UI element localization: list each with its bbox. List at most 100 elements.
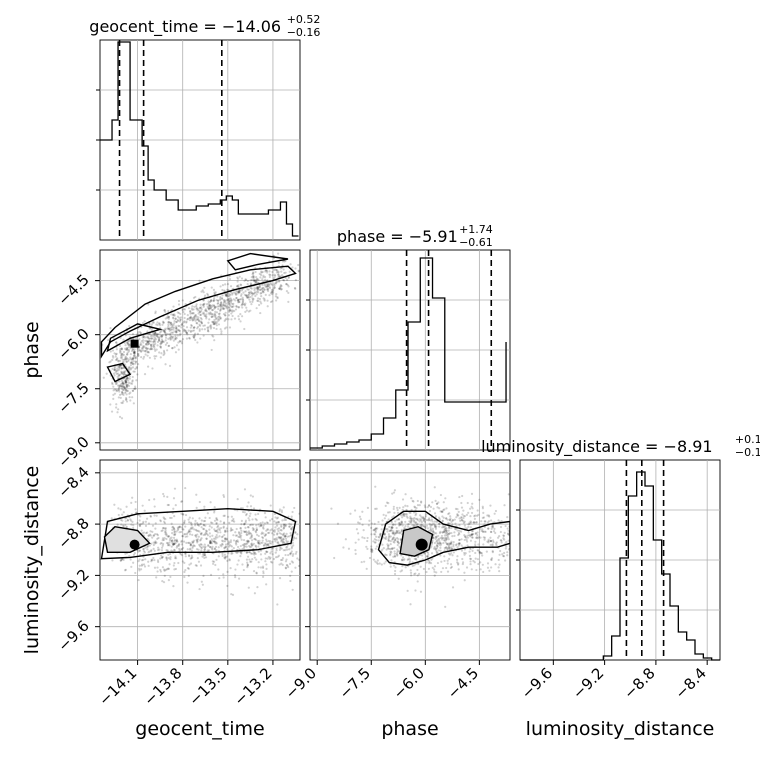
scatter-point <box>149 530 152 533</box>
scatter-point <box>408 520 411 523</box>
scatter-point <box>160 556 164 559</box>
scatter-point <box>376 562 379 565</box>
scatter-point <box>424 506 427 509</box>
scatter-point <box>396 543 399 547</box>
scatter-point <box>176 545 179 548</box>
scatter-point <box>465 538 468 541</box>
scatter-point <box>151 367 154 370</box>
scatter-point <box>515 552 517 554</box>
scatter-point <box>391 516 394 519</box>
scatter-point <box>447 529 450 532</box>
scatter-point <box>167 315 171 319</box>
scatter-point <box>125 378 128 381</box>
scatter-point <box>229 567 232 570</box>
scatter-point <box>398 532 401 535</box>
scatter-point <box>169 552 172 556</box>
scatter-point <box>393 554 397 558</box>
scatter-point <box>370 522 373 525</box>
scatter-point <box>208 305 211 308</box>
scatter-point <box>285 541 289 544</box>
scatter-point <box>278 275 281 278</box>
scatter-point <box>190 324 193 327</box>
scatter-point <box>173 549 176 552</box>
scatter-point <box>507 548 510 551</box>
scatter-point <box>156 321 159 324</box>
scatter-point <box>232 546 235 550</box>
scatter-point <box>250 545 253 548</box>
scatter-point <box>170 545 173 548</box>
scatter-point <box>146 336 149 339</box>
scatter-point <box>178 329 181 332</box>
scatter-point <box>283 535 287 538</box>
scatter-point <box>266 289 270 293</box>
scatter-point <box>266 528 270 531</box>
scatter-point <box>124 390 127 393</box>
panel-frame-geocent-time-luminosity-distance <box>99 459 301 661</box>
scatter-point <box>202 554 205 557</box>
scatter-point <box>224 543 228 546</box>
scatter-point <box>203 313 206 316</box>
scatter-point <box>205 537 208 540</box>
scatter-point <box>413 519 416 522</box>
scatter-point <box>460 519 463 522</box>
scatter-point <box>181 535 185 538</box>
scatter-point <box>213 322 216 326</box>
scatter-point <box>242 291 245 294</box>
scatter-point <box>266 543 270 546</box>
scatter-point <box>437 522 441 525</box>
scatter-point <box>124 380 128 384</box>
scatter-point <box>264 516 267 519</box>
scatter-point <box>503 538 506 541</box>
scatter-point <box>385 553 388 557</box>
scatter-point <box>286 283 289 287</box>
scatter-point <box>480 520 483 523</box>
scatter-point <box>447 546 450 549</box>
scatter-point <box>173 538 177 542</box>
scatter-point <box>438 507 441 510</box>
scatter-point <box>147 340 150 343</box>
scatter-point <box>171 542 174 545</box>
scatter-point <box>145 531 148 535</box>
scatter-point <box>122 525 125 528</box>
scatter-point <box>188 533 192 536</box>
scatter-point <box>194 338 197 342</box>
scatter-point <box>273 276 276 279</box>
scatter-point <box>243 530 246 534</box>
scatter-point <box>194 314 198 317</box>
scatter-point <box>461 494 464 498</box>
scatter-point <box>276 555 279 559</box>
scatter-point <box>278 508 282 511</box>
scatter-point <box>370 545 373 548</box>
scatter-point <box>198 517 201 520</box>
scatter-point <box>482 570 485 574</box>
scatter-point <box>131 379 134 382</box>
scatter-point <box>143 509 146 512</box>
scatter-point <box>262 526 265 529</box>
scatter-point <box>412 518 415 521</box>
scatter-point <box>173 515 176 518</box>
scatter-point <box>400 559 404 562</box>
scatter-point <box>217 299 220 302</box>
scatter-point <box>134 360 137 363</box>
scatter-point <box>140 564 143 567</box>
scatter-point <box>134 571 137 575</box>
scatter-point <box>165 549 168 552</box>
scatter-point <box>216 305 219 308</box>
scatter-point <box>285 546 288 549</box>
scatter-point <box>173 314 176 317</box>
scatter-point <box>219 328 222 331</box>
scatter-point <box>138 524 141 527</box>
scatter-point <box>212 299 215 303</box>
scatter-point <box>245 294 249 297</box>
scatter-point <box>251 292 254 295</box>
scatter-point <box>426 506 429 509</box>
scatter-point <box>226 570 229 574</box>
density-peak-geocent-time-vs-luminosity-distance <box>129 539 140 550</box>
scatter-point <box>206 294 210 297</box>
scatter-point <box>238 532 241 535</box>
scatter-point <box>376 527 379 530</box>
scatter-point <box>113 368 117 371</box>
scatter-point <box>465 513 469 516</box>
scatter-point <box>208 535 212 538</box>
scatter-point <box>123 358 126 361</box>
